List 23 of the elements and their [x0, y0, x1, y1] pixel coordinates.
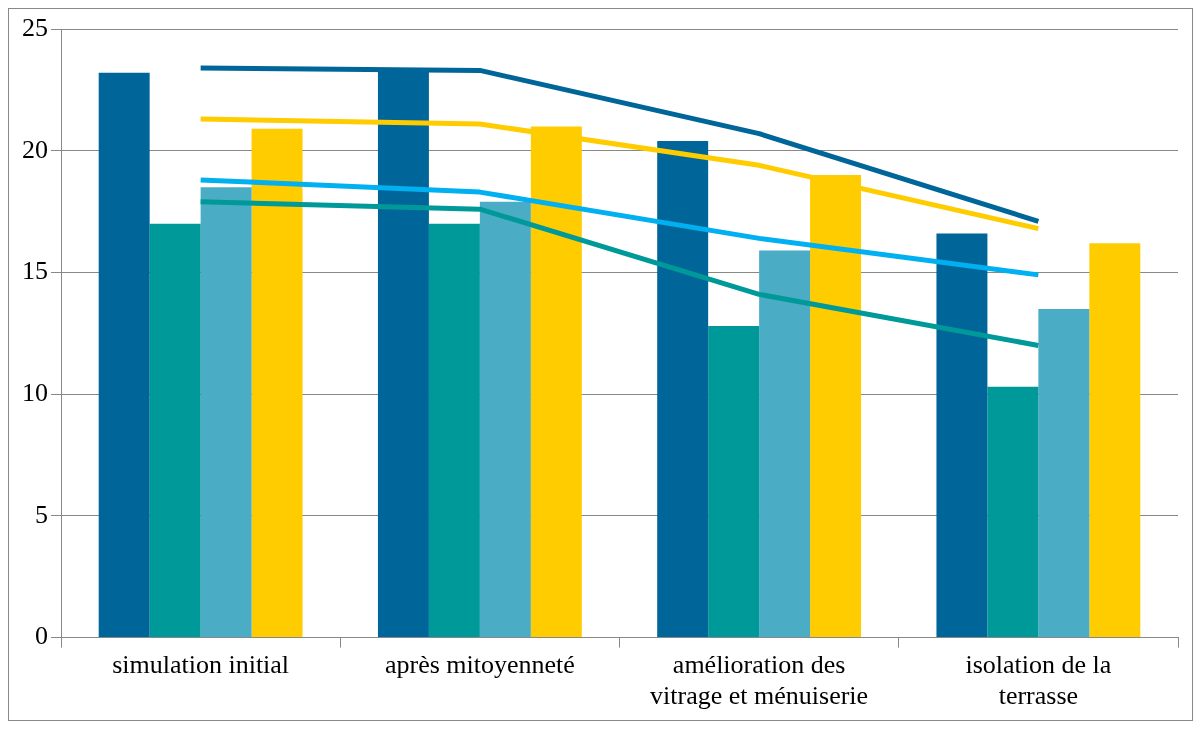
bar	[657, 140, 709, 638]
bar	[1089, 243, 1141, 638]
y-tick-label: 5	[35, 499, 48, 529]
bar	[428, 223, 480, 638]
bar	[987, 386, 1039, 638]
y-tick-label: 10	[22, 377, 48, 407]
bar	[200, 187, 252, 638]
bar	[479, 201, 531, 638]
x-tick-label: simulation initial	[112, 650, 290, 680]
x-tick-label: après mitoyenneté	[384, 650, 575, 680]
bar	[936, 233, 988, 638]
bar	[759, 250, 811, 638]
y-tick-label: 25	[22, 12, 48, 42]
y-tick-label: 15	[22, 256, 48, 286]
x-tick-label: amélioration des vitrage et ménuiserie	[650, 650, 869, 711]
bar	[98, 72, 150, 638]
bar	[251, 128, 303, 638]
y-tick-label: 20	[22, 134, 48, 164]
bar	[708, 326, 760, 638]
y-tick-label: 0	[35, 621, 48, 651]
bar	[1038, 308, 1090, 638]
bar	[149, 223, 201, 638]
x-tick-label: isolation de la terrasse	[965, 650, 1112, 711]
